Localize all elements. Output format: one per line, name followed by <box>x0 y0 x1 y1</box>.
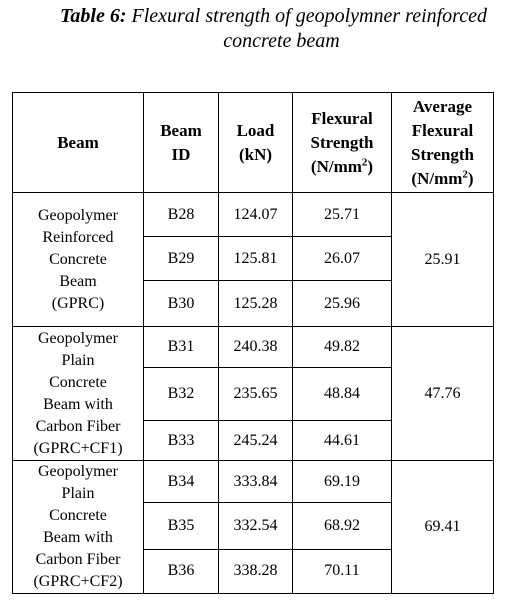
strength-cell: 70.11 <box>292 548 392 595</box>
beam-name-cell: Geopolymer Reinforced Concrete Beam (GPR… <box>12 192 144 327</box>
beam-id-cell: B28 <box>143 192 219 237</box>
header-beam: Beam <box>12 92 144 193</box>
beam-id-cell: B34 <box>143 459 219 504</box>
table-row: B36 338.28 70.11 <box>13 548 494 595</box>
beam-id-cell: B35 <box>143 502 219 550</box>
beam-id-cell: B32 <box>143 367 219 421</box>
table-row: B32 235.65 48.84 <box>13 367 494 421</box>
table-row: Geopolymer Plain Concrete Beam with Carb… <box>12 326 494 461</box>
strength-cell: 44.61 <box>292 420 392 461</box>
beam-id-cell: B29 <box>143 236 219 281</box>
table-row: Geopolymer Reinforced Concrete Beam (GPR… <box>12 192 494 327</box>
load-cell: 235.65 <box>218 367 293 421</box>
load-cell: 124.07 <box>218 192 293 237</box>
average-strength-cell: 47.76 <box>391 326 494 461</box>
beam-id-cell: B33 <box>143 420 219 461</box>
beam-id-cell: B36 <box>143 548 219 595</box>
caption-label: Table 6: <box>60 5 127 27</box>
table-row: B35 332.54 68.92 <box>13 502 494 550</box>
table-caption: Table 6: Flexural strength of geopolymne… <box>0 4 517 54</box>
header-average-flexural-strength: Average Flexural Strength (N/mm2) <box>391 92 494 193</box>
beam-id-cell: B31 <box>143 326 219 368</box>
table-row: B29 125.81 26.07 <box>13 236 494 281</box>
load-cell: 240.38 <box>218 326 293 368</box>
load-cell: 333.84 <box>218 459 293 504</box>
strength-cell: 26.07 <box>292 236 392 281</box>
average-strength-cell: 25.91 <box>391 192 494 327</box>
strength-cell: 69.19 <box>292 459 392 504</box>
caption-title-line1: Flexural strength of geopolymner reinfor… <box>131 5 487 27</box>
table-row: B33 245.24 44.61 <box>13 420 494 461</box>
strength-cell: 48.84 <box>292 367 392 421</box>
beam-id-cell: B30 <box>143 280 219 327</box>
load-cell: 245.24 <box>218 420 293 461</box>
header-beam-id: Beam ID <box>143 92 219 193</box>
caption-title-line2: concrete beam <box>223 30 340 52</box>
load-cell: 332.54 <box>218 502 293 550</box>
table-row: Geopolymer Plain Concrete Beam with Carb… <box>12 459 494 594</box>
strength-cell: 68.92 <box>292 502 392 550</box>
flexural-strength-table: Beam Beam ID Load (kN) Flexural Strength (N/… <box>12 92 494 595</box>
table-row: B30 125.28 25.96 <box>13 280 494 327</box>
strength-cell: 25.71 <box>292 192 392 237</box>
beam-name-cell: Geopolymer Plain Concrete Beam with Carb… <box>12 460 144 594</box>
header-row: Beam Beam ID Load (kN) Flexural Strength (N/… <box>12 92 494 193</box>
header-flexural-strength: Flexural Strength (N/mm2) <box>292 92 392 193</box>
load-cell: 125.28 <box>218 280 293 327</box>
strength-cell: 25.96 <box>292 280 392 327</box>
header-load: Load (kN) <box>218 92 293 193</box>
load-cell: 125.81 <box>218 236 293 281</box>
beam-name-cell: Geopolymer Plain Concrete Beam with Carb… <box>12 326 144 461</box>
load-cell: 338.28 <box>218 548 293 595</box>
strength-cell: 49.82 <box>292 326 392 368</box>
average-strength-cell: 69.41 <box>391 460 494 594</box>
